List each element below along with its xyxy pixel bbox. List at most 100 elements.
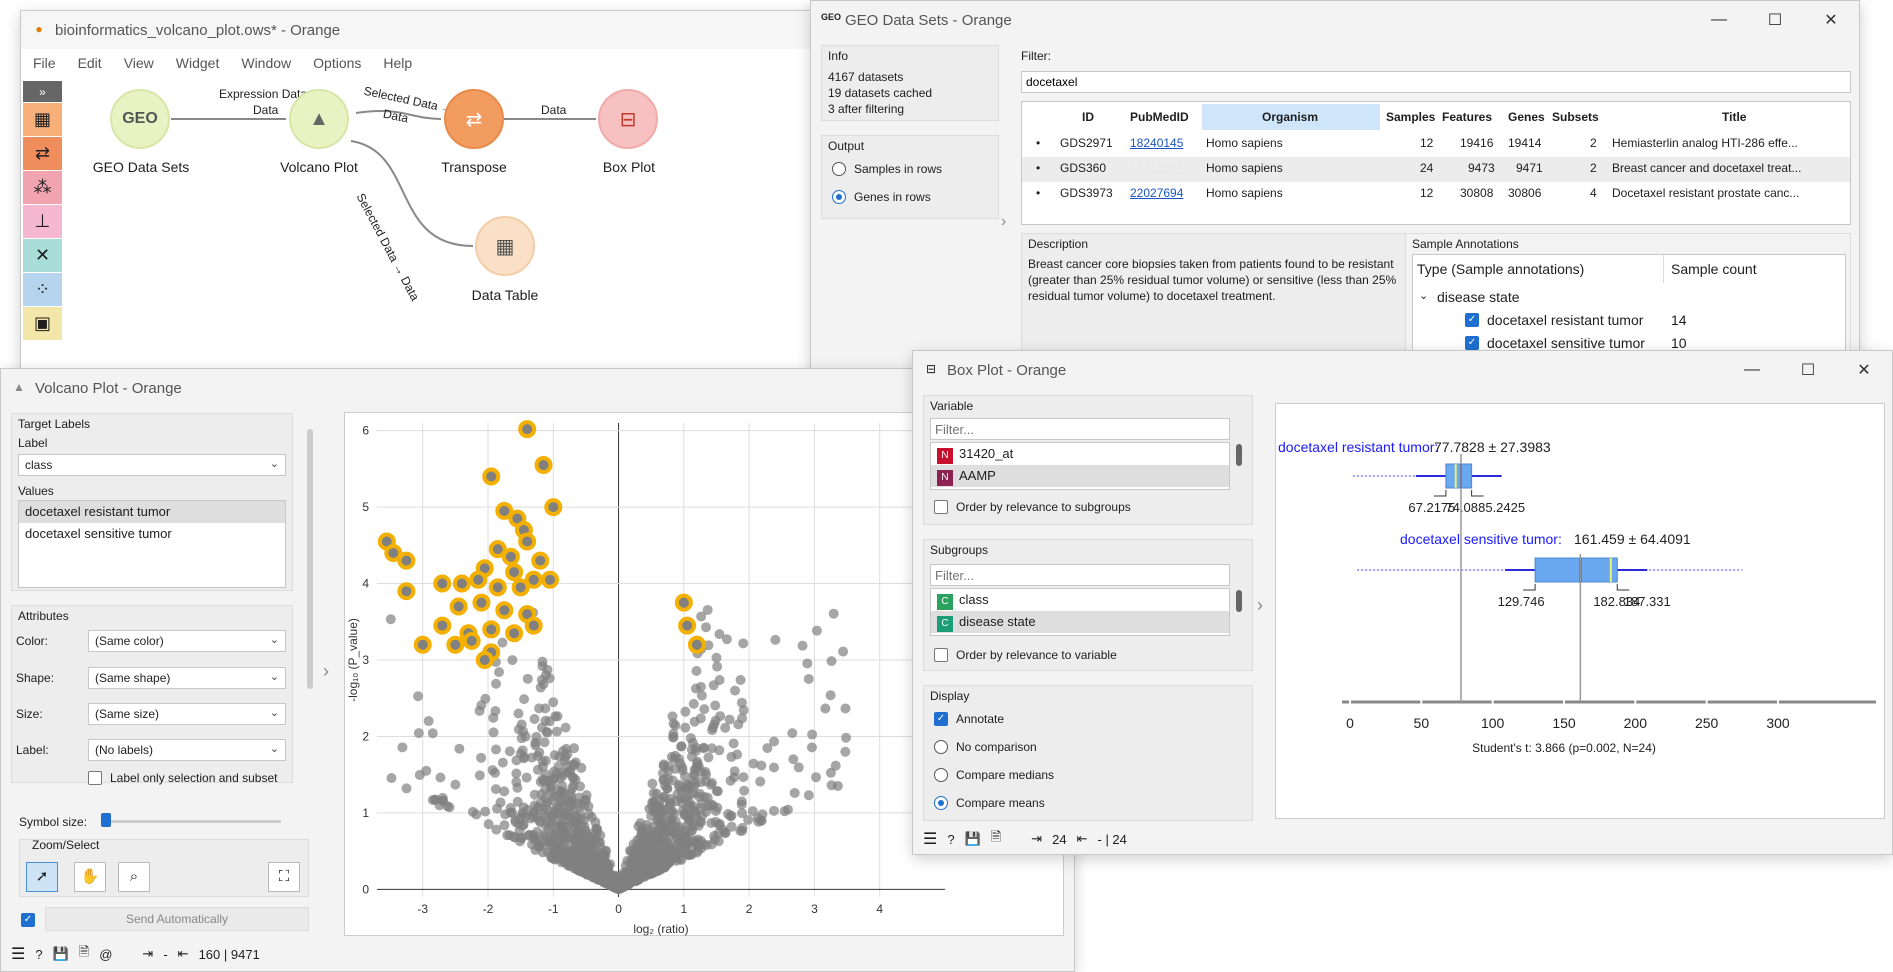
send-auto-checkbox[interactable]: ✓ [21, 913, 35, 927]
symbol-size-slider[interactable] [101, 820, 281, 823]
order-variable-checbox[interactable] [934, 648, 948, 662]
selected-gene-point[interactable] [482, 467, 501, 486]
order-subgroups-checkbox[interactable] [934, 500, 948, 514]
node-data-table[interactable]: ▦ [475, 216, 535, 276]
geo-panel-toggle-icon[interactable]: › [1001, 213, 1007, 230]
volcano-chart[interactable]: -3 -2 -1 0 1 2 3 4 0 1 2 3 4 5 6 log₂ (ratio) -log₁₀ (P_… [345, 413, 1065, 937]
selected-gene-point[interactable] [678, 616, 697, 635]
toolbox-transform-icon[interactable]: ⇄ [23, 137, 62, 171]
selected-gene-point[interactable] [462, 631, 481, 650]
col-features[interactable]: Features [1442, 110, 1493, 124]
node-box-plot[interactable]: ⊟ [598, 89, 658, 149]
no-comparison-radio[interactable] [934, 740, 948, 754]
selected-gene-point[interactable] [674, 593, 693, 612]
selected-gene-point[interactable] [541, 570, 560, 589]
ann-sensitive-checkbox[interactable]: ✓ [1465, 336, 1479, 350]
col-id[interactable]: ID [1082, 110, 1094, 124]
selected-gene-point[interactable] [469, 570, 488, 589]
help-icon[interactable]: ? [947, 831, 955, 847]
maximize-icon[interactable]: ☐ [1767, 12, 1783, 29]
pan-hand-icon[interactable]: ✋ [74, 862, 106, 892]
selected-gene-point[interactable] [687, 635, 706, 654]
point-label-combo[interactable]: (No labels) ⌄ [88, 739, 286, 761]
selected-gene-point[interactable] [534, 456, 553, 475]
ann-col-count[interactable]: Sample count [1671, 261, 1757, 277]
shape-combo[interactable]: (Same shape) ⌄ [88, 667, 286, 689]
variable-list[interactable]: N 31420_at N AAMP [930, 442, 1230, 490]
boxplot-plot-area[interactable]: 0 50 100 150 200 250 300 Student's t: 3.866 (p=… [1275, 403, 1885, 819]
close-icon[interactable]: ✕ [1824, 12, 1838, 29]
list-item[interactable]: docetaxel sensitive tumor [25, 526, 172, 541]
selected-gene-point[interactable] [475, 651, 494, 669]
col-pubmed[interactable]: PubMedID [1130, 110, 1189, 124]
selected-gene-point[interactable] [397, 551, 416, 570]
list-item[interactable]: N 31420_at [931, 443, 1229, 465]
menu-view[interactable]: View [123, 55, 154, 71]
volcano-splitter[interactable] [307, 429, 313, 689]
selected-gene-point[interactable] [524, 616, 543, 635]
snail-icon[interactable]: @ [99, 946, 113, 962]
subgroup-filter-input[interactable] [930, 564, 1230, 586]
reset-zoom-icon[interactable]: ⛶ [268, 862, 300, 892]
selected-gene-point[interactable] [495, 601, 514, 620]
menu-file[interactable]: File [33, 55, 56, 71]
node-volcano-plot[interactable]: ▲ [289, 89, 349, 149]
maximize-icon[interactable]: ☐ [1800, 362, 1816, 379]
variable-scrollbar[interactable] [1236, 444, 1242, 466]
size-combo[interactable]: (Same size) ⌄ [88, 703, 286, 725]
selected-gene-point[interactable] [511, 578, 530, 597]
col-title[interactable]: Title [1722, 110, 1747, 124]
subgroup-scrollbar[interactable] [1236, 590, 1242, 612]
selected-gene-point[interactable] [505, 624, 524, 643]
selected-gene-point[interactable] [524, 570, 543, 589]
annotate-checkbox[interactable]: ✓ [934, 712, 948, 726]
zoom-magnifier-icon[interactable]: ⌕ [118, 862, 150, 892]
selected-gene-point[interactable] [397, 582, 416, 601]
menu-edit[interactable]: Edit [77, 55, 102, 71]
menu-widget[interactable]: Widget [175, 55, 220, 71]
selected-gene-point[interactable] [488, 540, 507, 559]
selected-gene-point[interactable] [482, 620, 501, 639]
label-only-checkbox[interactable] [88, 771, 102, 785]
minimize-icon[interactable]: — [1744, 361, 1760, 378]
col-organism[interactable] [1202, 104, 1380, 130]
genes-in-rows-radio[interactable] [832, 190, 846, 204]
save-icon[interactable]: 💾 [964, 831, 981, 846]
col-genes[interactable]: Genes [1508, 110, 1545, 124]
send-automatically-button[interactable]: Send Automatically [45, 907, 309, 931]
node-transpose[interactable]: ⇄ [444, 89, 504, 149]
help-icon[interactable]: ? [35, 946, 43, 962]
ann-col-type[interactable]: Type (Sample annotations) [1417, 261, 1585, 277]
menu-options[interactable]: Options [313, 55, 362, 71]
hamburger-menu-icon[interactable]: ☰ [923, 831, 938, 848]
ann-resistant-checkbox[interactable]: ✓ [1465, 313, 1479, 327]
selected-gene-point[interactable] [433, 616, 452, 635]
selected-gene-point[interactable] [384, 543, 403, 562]
menu-help[interactable]: Help [383, 55, 413, 71]
report-icon[interactable]: 🗎 [990, 829, 1002, 844]
toolbox-visualize-icon[interactable]: ⁂ [23, 171, 62, 205]
volcano-panel-toggle-icon[interactable]: › [323, 661, 329, 681]
cell-pubmed-link[interactable]: 22027694 [1130, 186, 1184, 200]
table-row[interactable]: • GDS360 15718313 Homo sapiens 24 9473 9… [1022, 157, 1850, 182]
box-chart[interactable]: 0 50 100 150 200 250 300 Student's t: 3.866 (p=… [1276, 404, 1886, 820]
list-item[interactable]: docetaxel resistant tumor [19, 501, 285, 523]
selected-gene-point[interactable] [472, 593, 491, 612]
toolbox-unsupervised-icon[interactable]: ⁘ [23, 273, 62, 307]
pointer-icon[interactable]: ➚ [26, 862, 58, 892]
volcano-plot-area[interactable]: -3 -2 -1 0 1 2 3 4 0 1 2 3 4 5 6 log₂ (ratio) -log₁₀ (P_… [344, 412, 1064, 936]
values-list[interactable]: docetaxel resistant tumor docetaxel sens… [18, 500, 286, 588]
compare-medians-radio[interactable] [934, 768, 948, 782]
toolbox-model-icon[interactable]: ⊥ [23, 205, 62, 239]
table-row[interactable]: • GDS3973 22027694 Homo sapiens 12 30808… [1022, 182, 1850, 207]
symbol-size-handle[interactable] [101, 813, 111, 827]
selected-gene-point[interactable] [433, 574, 452, 593]
list-item[interactable]: N AAMP [931, 465, 1229, 487]
label-combo[interactable]: class ⌄ [18, 454, 286, 476]
selected-gene-point[interactable] [413, 635, 432, 654]
save-icon[interactable]: 💾 [52, 946, 69, 961]
selected-gene-point[interactable] [488, 578, 507, 597]
